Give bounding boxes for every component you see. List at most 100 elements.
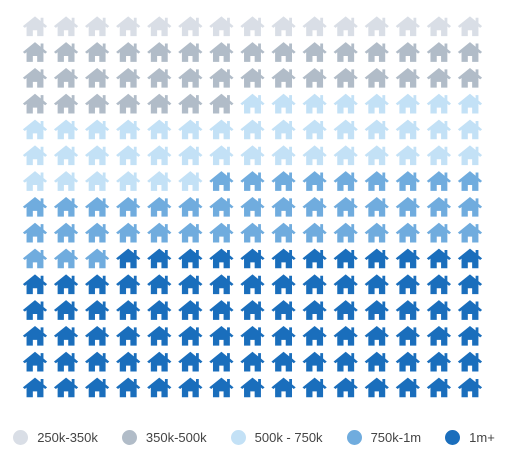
- house-icon-750k-1m: [333, 171, 358, 191]
- legend-item-350k-500k[interactable]: 350k-500k: [121, 429, 207, 445]
- house-icon-750k-1m: [22, 248, 48, 269]
- house-icon-250k-350k: [147, 16, 172, 37]
- house-icon-1m-plus: [302, 248, 327, 269]
- house-icon-500k-750k: [147, 171, 172, 191]
- house-icon-1m-plus: [178, 248, 203, 269]
- house-icon-1m-plus: [22, 274, 48, 295]
- house-icon-750k-1m: [426, 196, 452, 217]
- house-icon-350k-500k: [209, 67, 234, 88]
- house-icon-1m-plus: [302, 351, 327, 372]
- house-icon-500k-750k: [457, 145, 483, 166]
- house-icon-500k-750k: [302, 93, 327, 114]
- house-icon-750k-1m: [147, 196, 172, 217]
- house-icon-750k-1m: [85, 248, 110, 269]
- house-icon-350k-500k: [302, 67, 327, 88]
- house-icon-1m-plus: [85, 377, 110, 398]
- house-icon-350k-500k: [147, 67, 172, 88]
- legend-item-250k-350k[interactable]: 250k-350k: [13, 429, 98, 445]
- house-icon-350k-500k: [333, 42, 358, 62]
- house-icon-250k-350k: [302, 16, 327, 37]
- house-icon-350k-500k: [116, 67, 141, 88]
- house-icon-750k-1m: [240, 196, 265, 217]
- house-icon-250k-350k: [53, 16, 79, 37]
- house-icon-1m-plus: [457, 351, 483, 372]
- house-icon-250k-350k: [209, 16, 234, 37]
- house-icon-750k-1m: [178, 222, 203, 243]
- house-icon-500k-750k: [53, 171, 79, 191]
- house-icon-500k-750k: [85, 171, 110, 191]
- house-icon-350k-500k: [116, 42, 141, 62]
- house-icon-750k-1m: [271, 171, 296, 191]
- legend-label: 1m+: [469, 429, 495, 445]
- house-icon-1m-plus: [302, 377, 327, 398]
- legend-label: 350k-500k: [145, 429, 207, 445]
- house-icon-350k-500k: [271, 67, 296, 88]
- house-icon-500k-750k: [271, 93, 296, 114]
- house-icon-350k-500k: [457, 67, 483, 88]
- house-icon-350k-500k: [116, 93, 141, 114]
- house-icon-500k-750k: [271, 145, 296, 166]
- house-icon-350k-500k: [147, 42, 172, 62]
- house-icon-1m-plus: [116, 300, 141, 320]
- house-icon-1m-plus: [116, 325, 141, 346]
- house-icon-1m-plus: [209, 248, 234, 269]
- house-icon-750k-1m: [53, 196, 79, 217]
- house-icon-1m-plus: [240, 377, 265, 398]
- house-icon-1m-plus: [395, 274, 420, 295]
- house-icon-500k-750k: [364, 145, 389, 166]
- house-icon-500k-750k: [22, 145, 48, 166]
- house-icon-350k-500k: [178, 67, 203, 88]
- house-icon-350k-500k: [271, 42, 296, 62]
- house-icon-750k-1m: [333, 222, 358, 243]
- house-icon-500k-750k: [426, 93, 452, 114]
- house-icon-500k-750k: [209, 119, 234, 140]
- house-icon-500k-750k: [178, 119, 203, 140]
- house-icon-1m-plus: [178, 325, 203, 346]
- house-icon-750k-1m: [209, 222, 234, 243]
- house-icon-350k-500k: [209, 93, 234, 114]
- house-icon-1m-plus: [22, 325, 48, 346]
- house-icon-500k-750k: [209, 145, 234, 166]
- house-icon-1m-plus: [178, 300, 203, 320]
- house-icon-1m-plus: [457, 325, 483, 346]
- house-icon-1m-plus: [147, 248, 172, 269]
- house-icon-250k-350k: [178, 16, 203, 37]
- house-icon-500k-750k: [364, 93, 389, 114]
- legend-dot: [346, 429, 362, 445]
- house-icon-1m-plus: [364, 377, 389, 398]
- legend-item-1m-plus[interactable]: 1m+: [445, 429, 495, 445]
- house-icon-350k-500k: [209, 42, 234, 62]
- house-icon-750k-1m: [395, 171, 420, 191]
- house-icon-1m-plus: [22, 300, 48, 320]
- house-icon-350k-500k: [22, 42, 48, 62]
- house-icon-250k-350k: [271, 16, 296, 37]
- house-icon-1m-plus: [426, 248, 452, 269]
- house-icon-350k-500k: [395, 42, 420, 62]
- house-icon-750k-1m: [395, 196, 420, 217]
- house-icon-350k-500k: [426, 67, 452, 88]
- house-icon-350k-500k: [53, 42, 79, 62]
- legend-item-500k-750k[interactable]: 500k - 750k: [230, 429, 323, 445]
- house-icon-250k-350k: [426, 16, 452, 37]
- house-icon-1m-plus: [85, 300, 110, 320]
- house-icon-750k-1m: [85, 196, 110, 217]
- house-icon-500k-750k: [457, 119, 483, 140]
- house-icon-500k-750k: [22, 171, 48, 191]
- house-icon-750k-1m: [333, 196, 358, 217]
- legend-dot: [230, 429, 246, 445]
- house-icon-500k-750k: [53, 119, 79, 140]
- house-icon-250k-350k: [364, 16, 389, 37]
- house-icon-750k-1m: [53, 248, 79, 269]
- house-icon-500k-750k: [333, 93, 358, 114]
- house-icon-1m-plus: [271, 377, 296, 398]
- house-icon-1m-plus: [364, 300, 389, 320]
- house-icon-1m-plus: [240, 325, 265, 346]
- legend-label: 500k - 750k: [254, 429, 323, 445]
- house-icon-250k-350k: [333, 16, 358, 37]
- house-icon-350k-500k: [240, 67, 265, 88]
- house-icon-500k-750k: [426, 145, 452, 166]
- house-icon-500k-750k: [240, 119, 265, 140]
- house-icon-350k-500k: [395, 67, 420, 88]
- house-icon-1m-plus: [116, 377, 141, 398]
- legend-item-750k-1m[interactable]: 750k-1m: [346, 429, 421, 445]
